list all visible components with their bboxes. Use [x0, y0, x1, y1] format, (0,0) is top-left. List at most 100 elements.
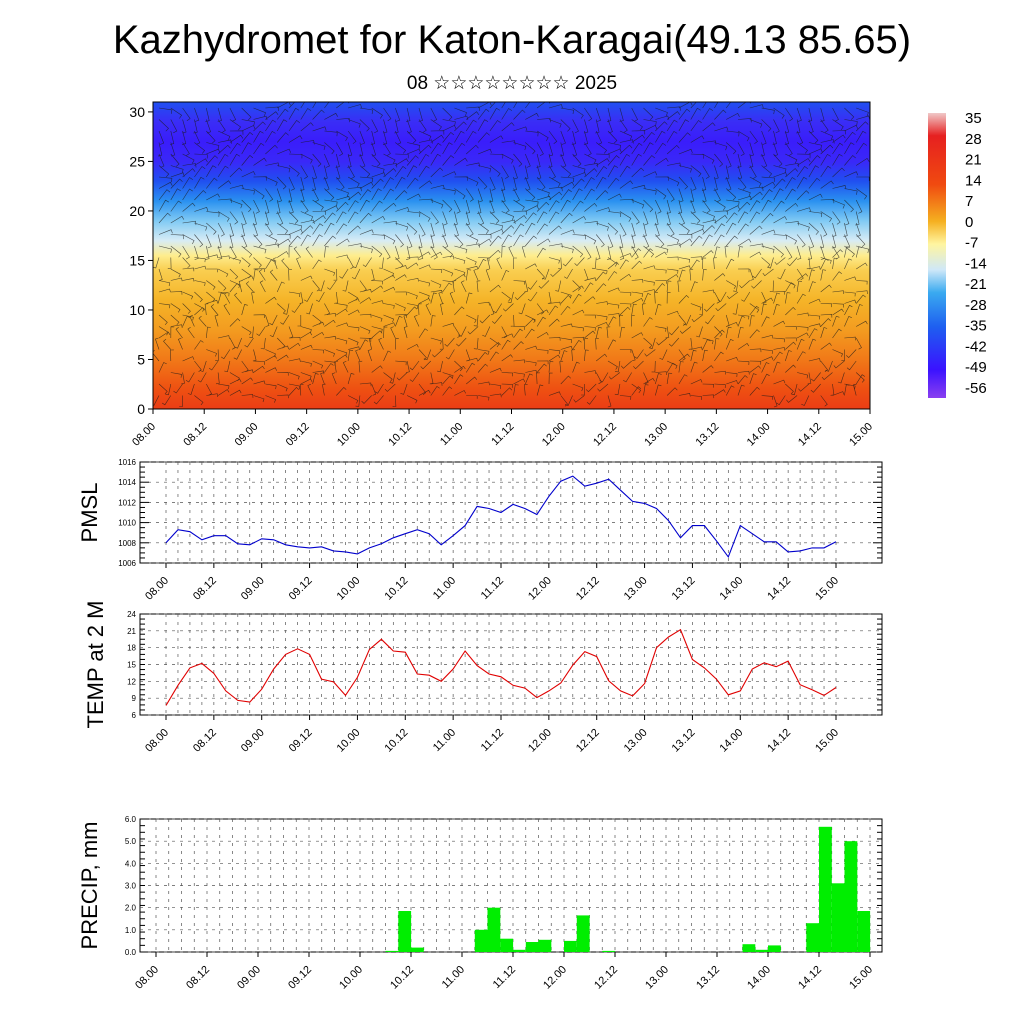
- wind-barb: [477, 188, 483, 203]
- wind-barb: [607, 222, 619, 235]
- y-tick-label: 24: [127, 610, 136, 619]
- wind-barb: [714, 214, 728, 224]
- wind-barb: [796, 190, 810, 201]
- wind-barb: [348, 186, 362, 192]
- wind-barb: [643, 119, 657, 126]
- wind-barb: [572, 165, 586, 173]
- wind-barb: [797, 312, 809, 317]
- wind-barb: [489, 120, 501, 132]
- panel-grid: [140, 818, 882, 953]
- wind-barb: [595, 130, 603, 145]
- wind-barb: [182, 278, 195, 282]
- wind-barb: [277, 251, 289, 258]
- wind-barb: [525, 112, 539, 120]
- wind-barb: [206, 148, 221, 155]
- wind-barb: [241, 154, 254, 166]
- wind-barb: [725, 165, 730, 180]
- y-tick-label: 1010: [118, 519, 136, 528]
- wind-barb: [182, 291, 194, 300]
- wind-barb: [165, 383, 172, 396]
- wind-barb: [206, 349, 217, 357]
- wind-barb: [643, 293, 651, 304]
- wind-barb: [655, 245, 669, 254]
- wind-barb: [584, 107, 593, 122]
- wind-barb: [702, 234, 713, 247]
- wind-barb: [844, 211, 850, 226]
- wind-barb: [312, 331, 325, 339]
- wind-barb: [820, 153, 831, 166]
- y-tick-label: 12: [127, 677, 136, 686]
- wind-barb: [406, 165, 418, 178]
- wind-barb: [389, 372, 396, 384]
- x-tick-label: 11.00: [431, 727, 458, 754]
- wind-barb: [584, 177, 595, 189]
- wind-barb: [241, 304, 248, 316]
- wind-barb: [596, 207, 611, 212]
- wind-barb: [466, 257, 477, 266]
- wind-barb: [607, 316, 617, 327]
- wind-barb: [536, 201, 550, 212]
- wind-barb: [407, 211, 421, 217]
- wind-barb: [643, 125, 658, 132]
- wind-barb: [206, 326, 211, 339]
- wind-barb: [342, 360, 349, 373]
- wind-barb: [761, 349, 773, 354]
- wind-barb: [269, 314, 278, 326]
- wind-barb: [584, 326, 596, 331]
- wind-barb: [548, 142, 554, 157]
- wind-barb: [856, 115, 870, 120]
- wind-barb: [820, 284, 832, 293]
- wind-barb: [466, 314, 477, 324]
- wind-barb: [241, 171, 256, 178]
- wind-barb: [234, 292, 242, 304]
- wind-barb: [702, 108, 714, 120]
- wind-barb: [460, 280, 467, 293]
- wind-barb: [359, 199, 370, 212]
- wind-barb: [820, 257, 832, 264]
- wind-barb: [737, 370, 750, 375]
- precip-bar: [500, 938, 514, 952]
- wind-barb: [359, 289, 372, 293]
- wind-barb: [300, 378, 313, 385]
- wind-barb: [690, 211, 701, 224]
- wind-barb: [430, 222, 435, 237]
- wind-barb: [229, 268, 239, 280]
- wind-barb: [465, 119, 477, 132]
- wind-barb: [418, 119, 427, 133]
- wind-barb: [855, 246, 863, 258]
- x-tick-label: 08.00: [133, 964, 161, 992]
- wind-barb: [477, 176, 488, 190]
- wind-barb: [185, 372, 195, 383]
- wind-barb: [584, 338, 589, 350]
- wind-barb: [489, 107, 500, 120]
- wind-barb: [560, 305, 571, 316]
- wind-barb: [525, 153, 531, 168]
- wind-barb: [614, 383, 621, 396]
- wind-barb: [560, 165, 572, 178]
- wind-barb: [678, 294, 690, 304]
- wind-barb: [454, 365, 466, 373]
- wind-barb: [465, 292, 473, 304]
- wind-barb: [241, 257, 251, 268]
- wind-barb: [383, 107, 392, 122]
- wind-barb: [725, 385, 735, 396]
- wind-barb: [550, 268, 562, 277]
- wind-barb: [595, 338, 599, 350]
- wind-barb: [761, 362, 770, 373]
- wind-barb: [737, 314, 750, 320]
- wind-barb: [418, 211, 431, 222]
- wind-barb: [844, 124, 859, 132]
- wind-barb: [749, 365, 761, 373]
- wind-barb: [525, 205, 539, 212]
- wind-barb: [796, 119, 801, 134]
- wind-barb: [595, 165, 608, 178]
- wind-barb: [466, 162, 480, 167]
- wind-barb: [749, 373, 757, 385]
- wind-barb: [666, 372, 673, 385]
- wind-barb: [607, 193, 622, 201]
- wind-barb: [507, 291, 514, 304]
- wind-barb: [751, 280, 762, 289]
- wind-barb: [206, 393, 218, 398]
- wind-barb: [170, 245, 182, 258]
- wind-barb: [595, 234, 605, 248]
